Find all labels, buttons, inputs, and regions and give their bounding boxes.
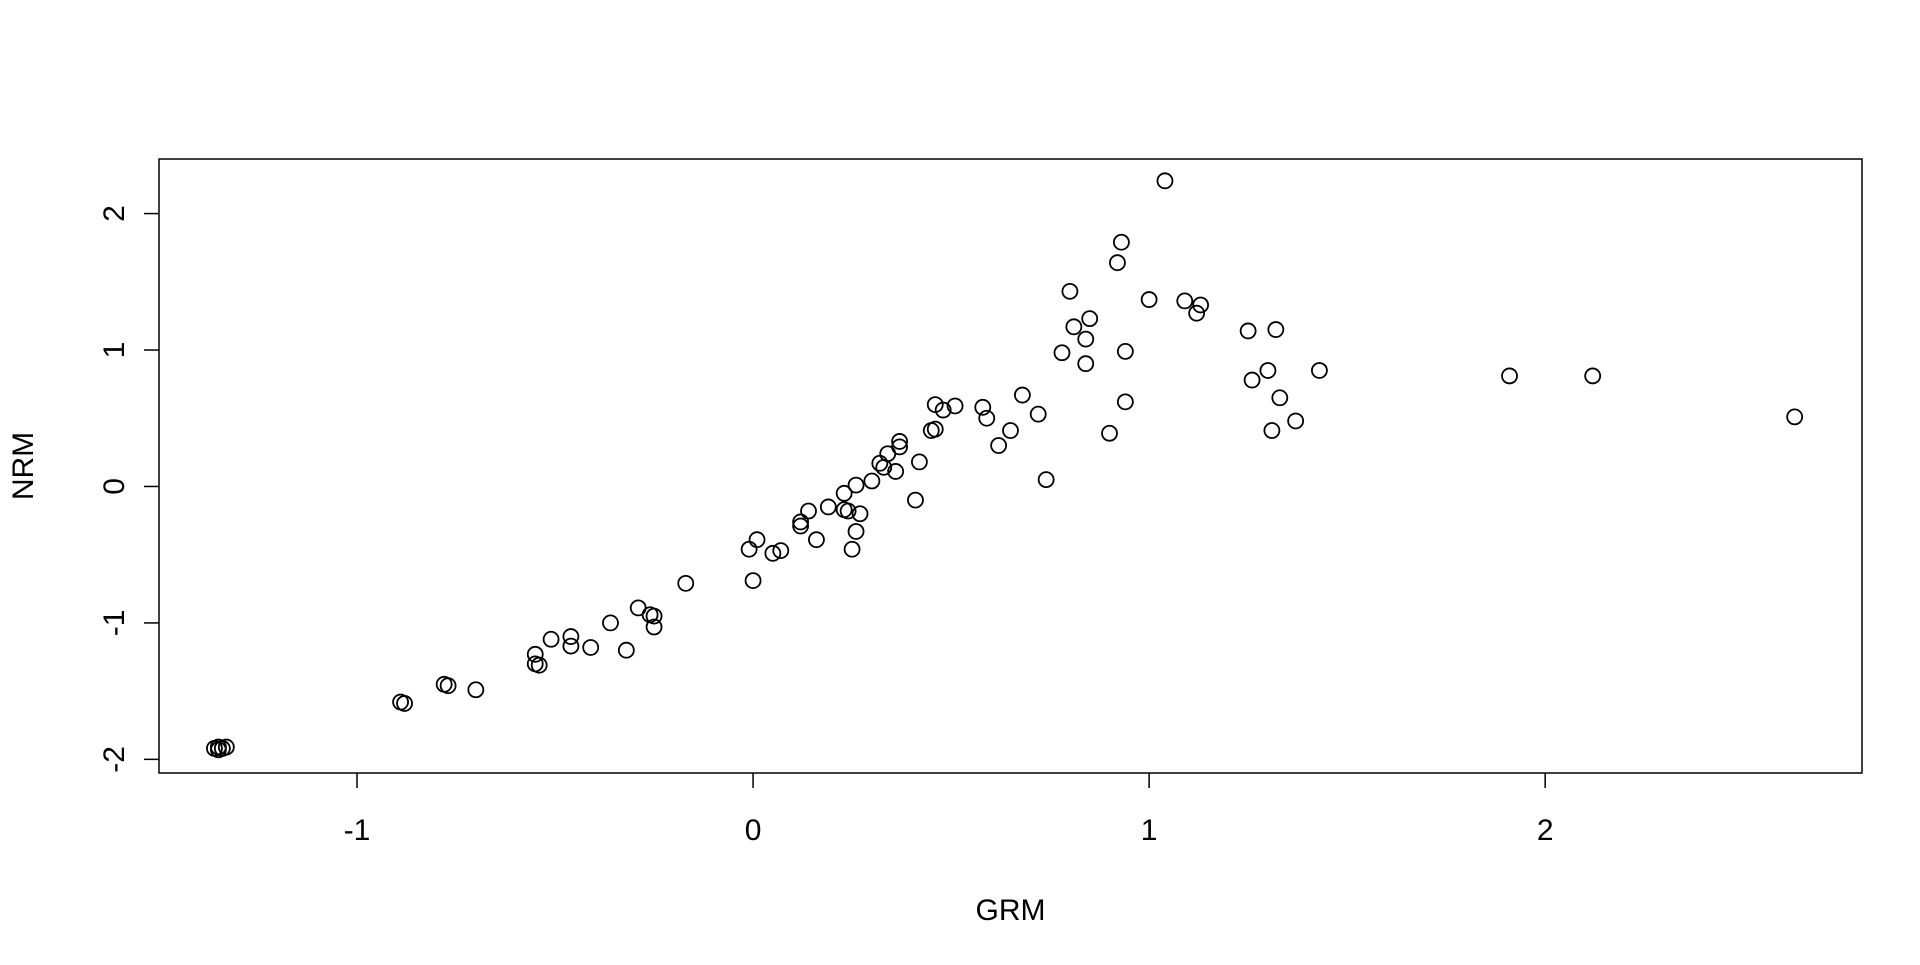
x-tick-label: -1 (344, 814, 371, 847)
data-point (1140, 291, 1158, 308)
data-point (1029, 405, 1047, 423)
y-tick-label: 0 (98, 478, 131, 495)
data-point (764, 544, 782, 562)
data-point (1116, 393, 1134, 411)
data-point (1311, 362, 1328, 379)
data-point (617, 641, 635, 659)
data-point (1013, 386, 1031, 404)
data-point (911, 453, 928, 471)
data-point (1267, 321, 1285, 338)
data-point (1176, 292, 1194, 310)
data-point (1081, 310, 1099, 328)
data-point (1287, 412, 1305, 430)
data-point (1192, 296, 1210, 314)
data-point (645, 618, 663, 636)
x-tick-label: 1 (1141, 814, 1158, 847)
y-tick-label: 1 (98, 342, 131, 359)
data-point (1501, 367, 1518, 385)
x-tick-label: 0 (745, 814, 762, 847)
data-point (792, 513, 809, 531)
data-point (1065, 318, 1083, 336)
y-axis-label: NRM (7, 432, 40, 500)
data-point (863, 472, 881, 490)
data-point (1584, 367, 1602, 385)
data-point (891, 433, 909, 450)
data-point (526, 645, 544, 663)
plot-frame (158, 158, 1863, 774)
data-point (907, 491, 924, 509)
data-points (206, 172, 1804, 759)
data-point (772, 542, 790, 559)
data-point (1188, 304, 1206, 322)
data-point (851, 505, 869, 523)
data-point (819, 498, 837, 516)
data-point (1053, 344, 1071, 362)
data-point (542, 630, 560, 648)
data-point (1156, 172, 1174, 190)
data-point (562, 637, 580, 655)
x-axis: -1 0 1 2 (344, 773, 1554, 847)
data-point (1109, 254, 1126, 272)
data-point (1077, 355, 1095, 373)
data-point (891, 438, 909, 456)
data-point (946, 397, 964, 415)
data-point (210, 741, 227, 759)
y-tick-label: -2 (98, 746, 131, 773)
x-tick-label: 2 (1537, 814, 1554, 847)
data-point (887, 463, 905, 480)
data-point (843, 540, 861, 558)
x-axis-label: GRM (976, 894, 1046, 927)
data-point (1002, 422, 1019, 439)
y-axis: -2 -1 0 1 2 (98, 205, 159, 773)
data-point (1116, 342, 1134, 360)
data-point (439, 677, 457, 695)
data-point (835, 484, 853, 502)
data-point (839, 502, 857, 520)
data-point (808, 531, 825, 549)
data-point (467, 681, 485, 699)
data-point (1243, 371, 1261, 389)
data-point (792, 517, 809, 535)
data-point (800, 502, 817, 520)
data-point (990, 437, 1008, 454)
data-point (1077, 330, 1095, 348)
data-point (1101, 424, 1118, 442)
data-point (1259, 362, 1277, 379)
data-point (1239, 322, 1257, 340)
data-point (602, 614, 619, 632)
y-tick-label: 2 (98, 205, 131, 222)
data-point (1263, 422, 1281, 439)
data-point (847, 523, 865, 540)
y-tick-label: -1 (98, 610, 131, 637)
data-point (217, 738, 235, 756)
data-point (396, 695, 413, 712)
data-point (744, 572, 762, 590)
data-point (1112, 233, 1130, 251)
data-point (926, 420, 944, 438)
data-point (645, 607, 663, 625)
data-point (562, 628, 580, 645)
data-point (974, 398, 992, 416)
data-point (748, 531, 766, 549)
data-point (1061, 282, 1079, 300)
data-point (1786, 408, 1804, 426)
data-point (847, 476, 865, 494)
data-point (1271, 389, 1289, 407)
data-point (677, 574, 695, 592)
data-point (978, 409, 996, 427)
data-point (1037, 471, 1055, 489)
data-point (582, 639, 600, 656)
data-point (934, 401, 952, 419)
data-point (530, 656, 548, 674)
